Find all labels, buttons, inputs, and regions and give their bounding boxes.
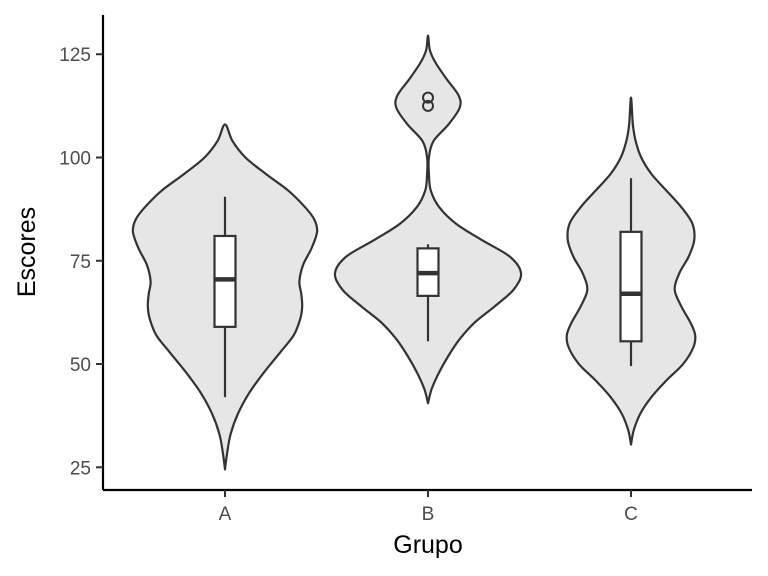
- y-axis-ticks: 25 50 75 100 125: [59, 45, 103, 479]
- y-tick-label: 50: [70, 355, 91, 376]
- x-tick-label: A: [219, 504, 232, 525]
- violin-B: [333, 34, 523, 405]
- x-axis-ticks: A B C: [219, 490, 638, 525]
- x-tick-label: B: [422, 504, 435, 525]
- boxplots-layer: [213, 91, 643, 398]
- y-tick-label: 125: [59, 45, 91, 66]
- y-tick-label: 75: [70, 252, 91, 273]
- y-tick-label: 100: [59, 149, 91, 170]
- outlier-point-B: [422, 99, 434, 112]
- y-tick-label: 25: [70, 458, 91, 479]
- y-axis-title: Escores: [13, 207, 41, 297]
- box-C: [619, 230, 643, 343]
- x-axis-title: Grupo: [393, 531, 462, 559]
- axes-layer: 25 50 75 100 125 A B C: [59, 15, 752, 525]
- x-tick-label: C: [624, 504, 638, 525]
- outlier-point-B: [422, 91, 434, 104]
